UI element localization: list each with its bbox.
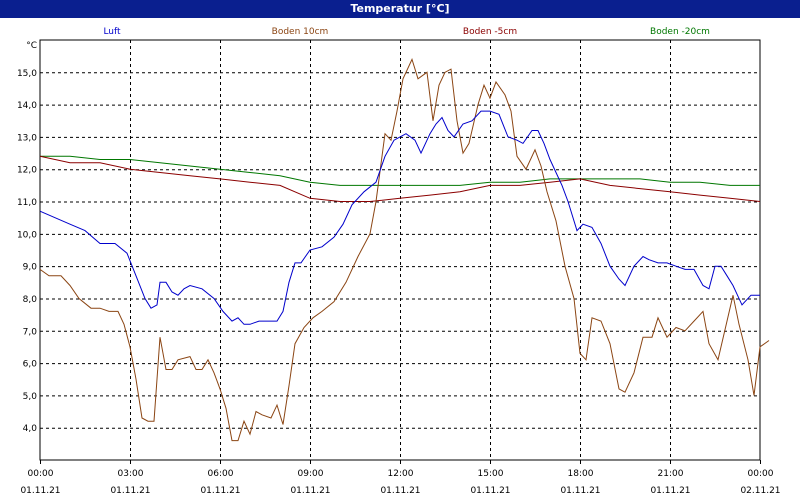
chart-title: Temperatur [°C]: [0, 0, 800, 18]
legend-item: Boden 10cm: [272, 27, 329, 37]
series-line-boden-5cm: [39, 155, 761, 202]
y-tick-label: 5,0: [23, 392, 38, 402]
legend-item: Boden -5cm: [463, 27, 517, 37]
legend-item: Luft: [103, 27, 121, 37]
y-tick-label: 4,0: [23, 424, 38, 434]
series-line-luft: [39, 110, 760, 325]
x-tick-time: 12:00: [388, 469, 414, 479]
series-line-boden-10cm: [39, 58, 770, 442]
y-tick-label: 12,0: [17, 166, 37, 176]
x-tick-time: 06:00: [208, 469, 234, 479]
x-tick-date: 01.11.21: [650, 486, 690, 496]
x-tick-time: 15:00: [478, 469, 504, 479]
x-tick-time: 00:00: [28, 469, 54, 479]
x-tick-time: 00:00: [748, 469, 774, 479]
x-tick-time: 03:00: [118, 469, 144, 479]
y-tick-label: 15,0: [17, 69, 37, 79]
x-tick-date: 01.11.21: [200, 486, 240, 496]
y-tick-label: 14,0: [17, 101, 37, 111]
y-tick-label: 6,0: [23, 360, 38, 370]
y-tick-label: 13,0: [17, 133, 37, 143]
x-tick-date: 01.11.21: [470, 486, 510, 496]
y-axis-unit-label: °C: [26, 41, 37, 51]
y-tick-label: 9,0: [23, 263, 38, 273]
x-tick-date: 01.11.21: [560, 486, 600, 496]
y-tick-label: 10,0: [17, 230, 37, 240]
x-tick-date: 01.11.21: [380, 486, 420, 496]
x-tick-time: 18:00: [568, 469, 594, 479]
x-tick-date: 01.11.21: [110, 486, 150, 496]
x-tick-date: 02.11.21: [740, 486, 780, 496]
x-tick-time: 21:00: [658, 469, 684, 479]
series-line-boden-20cm: [40, 155, 760, 186]
y-tick-label: 11,0: [17, 198, 37, 208]
legend-item: Boden -20cm: [650, 27, 710, 37]
x-tick-date: 01.11.21: [20, 486, 60, 496]
x-tick-date: 01.11.21: [290, 486, 330, 496]
y-tick-label: 8,0: [23, 295, 38, 305]
x-tick-time: 09:00: [298, 469, 324, 479]
y-tick-label: 7,0: [23, 327, 38, 337]
